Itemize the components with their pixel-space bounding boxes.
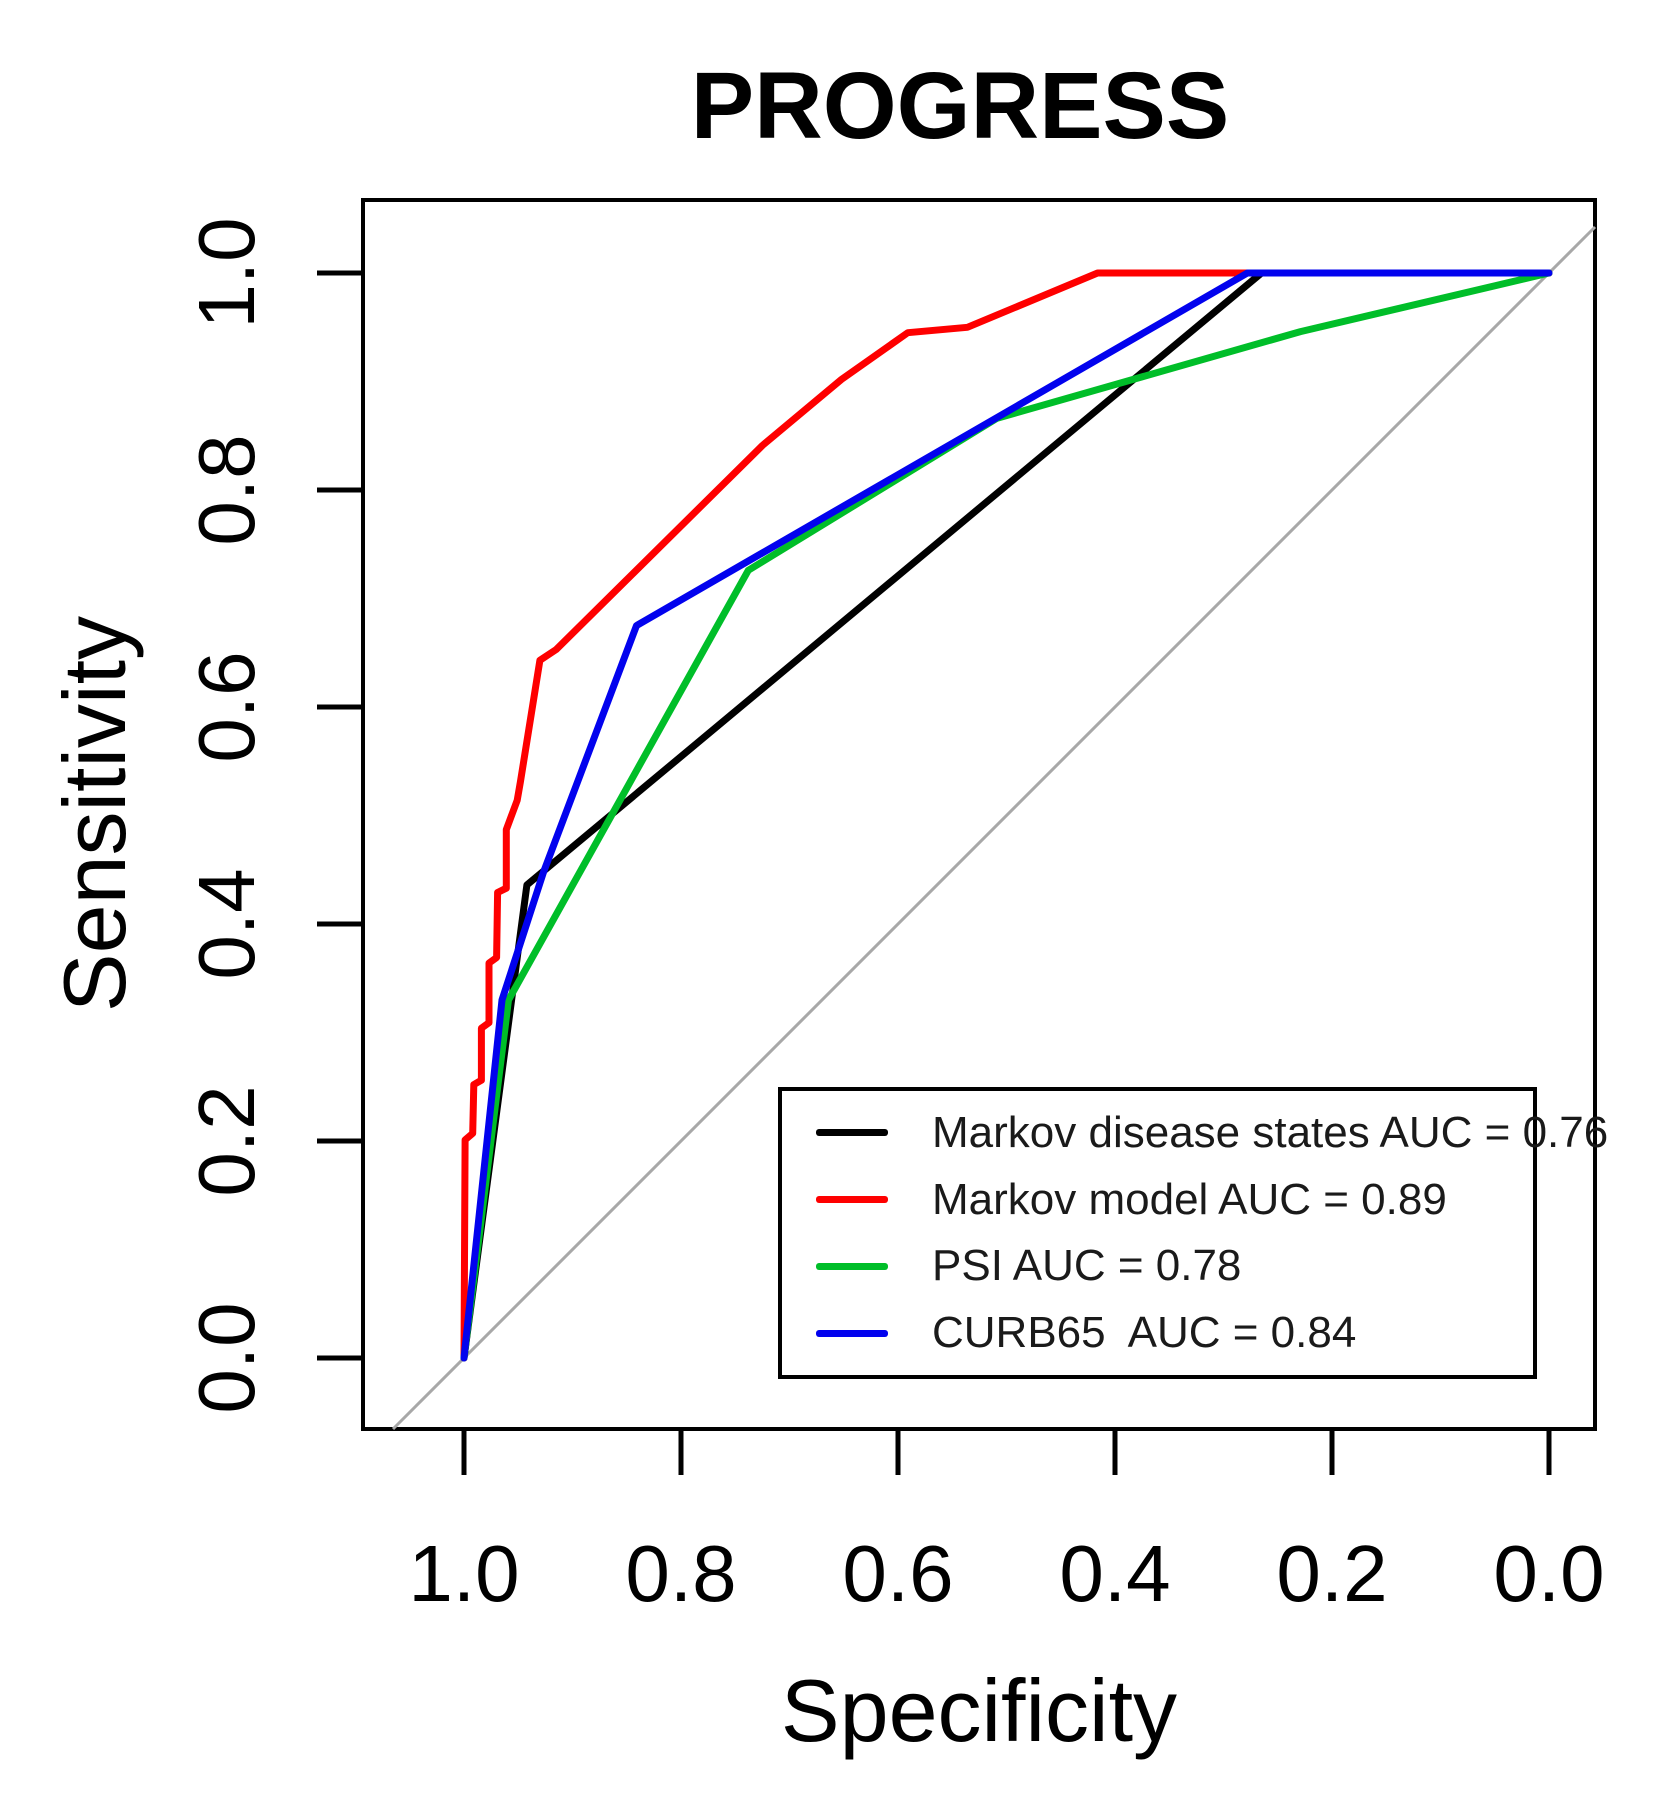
roc-curve-psi xyxy=(460,269,1553,1362)
legend-item: Markov model AUC = 0.89 xyxy=(782,1175,1533,1225)
y-tick-label: 1.0 xyxy=(182,217,271,329)
y-tick-label: 0.6 xyxy=(182,651,271,763)
legend-item: PSI AUC = 0.78 xyxy=(782,1241,1533,1291)
legend-label: PSI AUC = 0.78 xyxy=(932,1241,1242,1291)
x-axis-label: Specificity xyxy=(780,1661,1178,1760)
legend-box: Markov disease states AUC = 0.76 Markov m… xyxy=(778,1087,1608,1379)
legend-item: Markov disease states AUC = 0.76 xyxy=(782,1108,1608,1158)
x-tick-label: 0.8 xyxy=(625,1529,737,1618)
y-tick-label: 0.4 xyxy=(182,868,271,980)
x-tick-label: 0.6 xyxy=(842,1529,954,1618)
chart-title: PROGRESS xyxy=(690,53,1230,159)
x-tick-label: 1.0 xyxy=(408,1529,520,1618)
legend-label: Markov disease states AUC = 0.76 xyxy=(932,1107,1609,1157)
legend-line-swatch xyxy=(816,1129,888,1137)
y-axis-label: Sensitivity xyxy=(45,615,144,1013)
x-tick-label: 0.4 xyxy=(1059,1529,1171,1618)
roc-curve-curb65 xyxy=(460,269,1553,1362)
legend-line-swatch xyxy=(816,1329,888,1337)
legend-item: CURB65 AUC = 0.84 xyxy=(782,1308,1533,1358)
y-tick-label: 0.2 xyxy=(182,1085,271,1197)
x-tick-label: 0.0 xyxy=(1493,1529,1605,1618)
legend-label: CURB65 AUC = 0.84 xyxy=(932,1308,1357,1358)
x-tick-label: 0.2 xyxy=(1276,1529,1388,1618)
y-tick-label: 0.0 xyxy=(182,1302,271,1414)
y-tick-label: 0.8 xyxy=(182,434,271,546)
plot-border xyxy=(361,198,1597,1431)
reference-diagonal xyxy=(391,225,1597,1431)
roc-curve-markov-model xyxy=(460,269,1553,1362)
legend-line-swatch xyxy=(816,1196,888,1204)
legend-line-swatch xyxy=(816,1262,888,1270)
legend-label: Markov model AUC = 0.89 xyxy=(932,1174,1447,1224)
